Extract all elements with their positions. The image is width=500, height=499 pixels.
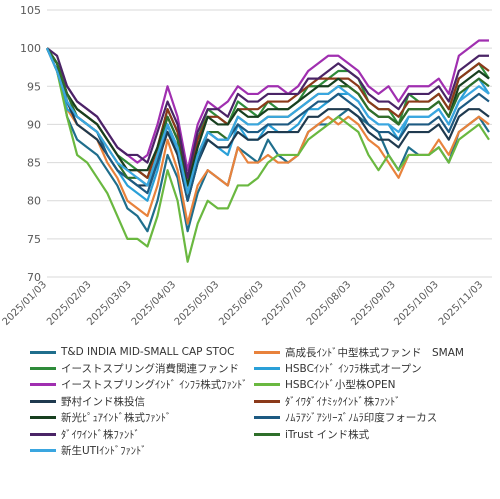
series-line-1 — [45, 47, 490, 225]
y-tick-label: 90 — [27, 118, 41, 131]
legend-label: ﾀﾞｲﾜﾀﾞｲﾅﾐｯｸｲﾝﾄﾞ株ﾌｧﾝﾄﾞ — [285, 395, 401, 408]
legend-item-0: T&D INDIA MID-SMALL CAP STOC — [30, 344, 235, 360]
legend-swatch — [254, 432, 280, 436]
legend-swatch — [254, 350, 280, 354]
legend-swatch — [30, 350, 56, 354]
legend-item-1: 高成長ｲﾝﾄﾞ中型株式ファンド SMAM — [254, 344, 464, 360]
legend-item-3: HSBCｲﾝﾄﾞ ｲﾝﾌﾗ株式オープン — [254, 360, 422, 376]
x-tick-label: 2025/01/03 — [1, 279, 50, 328]
x-tick-label: 2025/10/03 — [392, 279, 441, 328]
y-tick-label: 75 — [27, 233, 41, 246]
x-tick-label: 2025/05/03 — [173, 279, 222, 328]
legend-label: 野村インド株投信 — [61, 395, 145, 408]
series-line-12 — [45, 47, 490, 195]
legend-label: 新生UTIｲﾝﾄﾞﾌｧﾝﾄﾞ — [61, 444, 147, 457]
legend-swatch — [254, 366, 280, 370]
y-axis-ticks: 70 75 80 85 90 95 100 105 — [20, 4, 41, 284]
y-tick-label: 100 — [20, 42, 41, 55]
series-line-10 — [46, 47, 489, 179]
legend-item-9: ﾉﾑﾗｱｼﾞｱｼﾘｰｽﾞﾉﾑﾗ印度フォーカス — [254, 410, 437, 426]
legend-label: iTrust インド株式 — [285, 428, 370, 441]
legend-item-10: ﾀﾞｲﾜｲﾝﾄﾞ株ﾌｧﾝﾄﾞ — [30, 426, 140, 442]
x-tick-label: 2025/11/03 — [437, 279, 486, 328]
legend-label: ﾉﾑﾗｱｼﾞｱｼﾘｰｽﾞﾉﾑﾗ印度フォーカス — [285, 412, 438, 425]
y-tick-label: 80 — [27, 195, 41, 208]
x-tick-label: 2025/09/03 — [349, 279, 398, 328]
legend-item-5: HSBCｲﾝﾄﾞ小型株OPEN — [254, 377, 396, 393]
x-tick-label: 2025/04/03 — [130, 279, 179, 328]
legend-swatch — [30, 383, 56, 387]
legend-swatch — [30, 399, 56, 403]
legend-label: イーストスプリング消費関連ファンド — [61, 362, 239, 375]
legend-item-4: イーストスプリングｲﾝﾄﾞ ｲﾝﾌﾗ株式ﾌｧﾝﾄﾞ — [30, 377, 248, 393]
legend-item-7: ﾀﾞｲﾜﾀﾞｲﾅﾐｯｸｲﾝﾄﾞ株ﾌｧﾝﾄﾞ — [254, 393, 401, 409]
legend-label: イーストスプリングｲﾝﾄﾞ ｲﾝﾌﾗ株式ﾌｧﾝﾄﾞ — [61, 379, 248, 392]
series-line-9 — [45, 47, 490, 202]
legend-label: T&D INDIA MID-SMALL CAP STOC — [61, 346, 235, 358]
legend-item-8: 新光ﾋﾟｭｱｲﾝﾄﾞ株式ﾌｧﾝﾄﾞ — [30, 410, 171, 426]
legend-swatch — [30, 432, 56, 436]
series-lines — [45, 39, 490, 263]
legend-label: 高成長ｲﾝﾄﾞ中型株式ファンド SMAM — [285, 346, 464, 359]
legend-swatch — [254, 416, 280, 420]
legend-item-6: 野村インド株投信 — [30, 393, 145, 409]
legend-label: 新光ﾋﾟｭｱｲﾝﾄﾞ株式ﾌｧﾝﾄﾞ — [61, 412, 172, 425]
legend-label: HSBCｲﾝﾄﾞ小型株OPEN — [285, 379, 396, 392]
legend-label: HSBCｲﾝﾄﾞ ｲﾝﾌﾗ株式オープン — [285, 362, 422, 375]
legend-swatch — [254, 383, 280, 387]
legend-swatch — [30, 366, 56, 370]
x-tick-label: 2025/07/03 — [260, 279, 309, 328]
y-tick-label: 70 — [27, 271, 41, 284]
legend-swatch — [30, 416, 56, 420]
series-line-5 — [45, 47, 490, 263]
legend-item-11: iTrust インド株式 — [254, 426, 369, 442]
legend-label: ﾀﾞｲﾜｲﾝﾄﾞ株ﾌｧﾝﾄﾞ — [61, 428, 140, 441]
legend-item-2: イーストスプリング消費関連ファンド — [30, 360, 239, 376]
y-tick-label: 85 — [27, 157, 41, 170]
x-tick-label: 2025/08/03 — [305, 279, 354, 328]
x-axis-ticks: 2025/01/032025/02/032025/03/032025/04/03… — [1, 279, 486, 328]
series-line-0 — [46, 47, 490, 233]
y-tick-label: 95 — [27, 80, 41, 93]
y-tick-label: 105 — [20, 4, 41, 17]
x-tick-label: 2025/06/03 — [217, 279, 266, 328]
legend-swatch — [254, 399, 280, 403]
legend-item-12: 新生UTIｲﾝﾄﾞﾌｧﾝﾄﾞ — [30, 442, 146, 458]
legend-swatch — [30, 448, 56, 452]
